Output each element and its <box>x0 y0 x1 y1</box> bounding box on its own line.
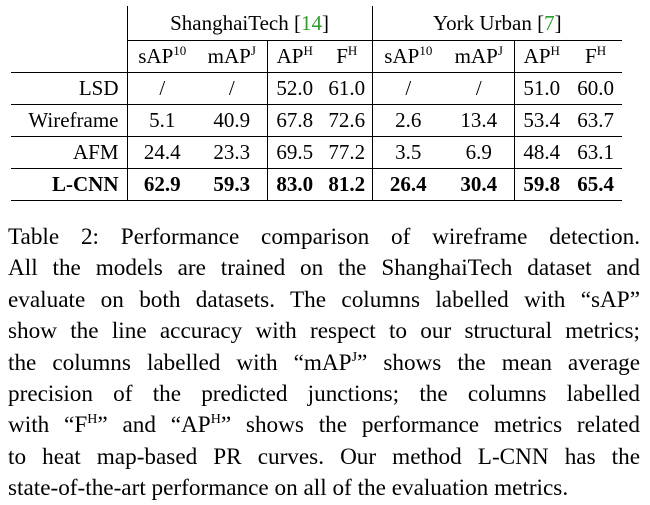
caption-line: precision of the predicted junctions; th… <box>8 381 640 408</box>
table-cell: / <box>197 72 267 105</box>
method-name: L-CNN <box>11 168 127 201</box>
table-cell: 23.3 <box>197 136 267 169</box>
metric-header: FH <box>322 40 373 73</box>
table-cell: 30.4 <box>444 168 515 201</box>
group-name: ShanghaiTech <box>170 10 289 35</box>
table-cell: 67.8 <box>266 104 322 137</box>
caption-line: the columns labelled with “mAPJ” shows t… <box>8 349 641 376</box>
table-cell: 62.9 <box>126 168 197 201</box>
table-cell: / <box>444 72 515 105</box>
table-caption: Table 2: Performance comparison of wiref… <box>8 222 640 505</box>
method-name: LSD <box>11 72 127 105</box>
caption-line: with “FH” and “APH” shows the performanc… <box>8 412 640 439</box>
corner-cell <box>11 40 127 73</box>
table-cell: 24.4 <box>126 136 197 169</box>
table-cell: 63.1 <box>569 136 623 169</box>
metric-header: mAPJ <box>444 40 515 73</box>
caption-line: show the line accuracy with respect to o… <box>8 318 640 345</box>
table-cell: 77.2 <box>322 136 373 169</box>
table-cell: 48.4 <box>513 136 570 169</box>
corner-cell <box>11 6 127 41</box>
table-cell: 40.9 <box>197 104 267 137</box>
group-header-york-urban: York Urban [7] <box>371 6 623 41</box>
table-cell: 6.9 <box>444 136 515 169</box>
table-cell: 63.7 <box>569 104 623 137</box>
caption-line: state-of-the-art performance on all of t… <box>8 475 569 502</box>
caption-line: Table 2: Performance comparison of wiref… <box>8 224 640 250</box>
table-cell: 26.4 <box>371 168 445 201</box>
citation-link[interactable]: 14 <box>300 10 322 35</box>
table-cell: 65.4 <box>569 168 623 201</box>
table-cell: 59.3 <box>197 168 267 201</box>
metric-header: sAP10 <box>371 40 445 73</box>
table-cell: 53.4 <box>513 104 570 137</box>
table-cell: 5.1 <box>126 104 197 137</box>
table-cell: 59.8 <box>513 168 570 201</box>
metric-header: APH <box>266 40 322 73</box>
table-cell: 81.2 <box>322 168 373 201</box>
table-cell: 69.5 <box>266 136 322 169</box>
metric-header-row: sAP10 mAPJ APH FH sAP10 mAPJ APH FH <box>11 40 623 73</box>
caption-line: to heat map-based PR curves. Our method … <box>8 443 640 470</box>
table-cell: 51.0 <box>513 72 570 105</box>
table-cell: 60.0 <box>569 72 623 105</box>
results-table: ShanghaiTech [14] York Urban [7] sAP10 m… <box>11 6 623 201</box>
table-cell: / <box>126 72 197 105</box>
table-cell: 2.6 <box>371 104 445 137</box>
table-row: LSD / / 52.0 61.0 / / 51.0 60.0 <box>11 72 623 105</box>
method-name: AFM <box>11 136 127 169</box>
table-cell: 61.0 <box>322 72 373 105</box>
table-row: Wireframe 5.1 40.9 67.8 72.6 2.6 13.4 53… <box>11 104 623 137</box>
method-name: Wireframe <box>11 104 127 137</box>
metric-header: APH <box>513 40 570 73</box>
caption-line: All the models are trained on the Shangh… <box>8 255 640 282</box>
citation-link[interactable]: 7 <box>544 10 555 35</box>
group-header-shanghaitech: ShanghaiTech [14] <box>126 6 373 41</box>
metric-header: FH <box>569 40 623 73</box>
group-name: York Urban <box>433 10 532 35</box>
table-row-best: L-CNN 62.9 59.3 83.0 81.2 26.4 30.4 59.8… <box>11 168 623 201</box>
caption-line: evaluate on both datasets. The columns l… <box>8 286 640 313</box>
group-header-row: ShanghaiTech [14] York Urban [7] <box>11 6 623 41</box>
table-cell: 52.0 <box>266 72 322 105</box>
results-table-container: ShanghaiTech [14] York Urban [7] sAP10 m… <box>11 6 623 201</box>
metric-header: sAP10 <box>126 40 197 73</box>
table-row: AFM 24.4 23.3 69.5 77.2 3.5 6.9 48.4 63.… <box>11 136 623 169</box>
table-cell: 3.5 <box>371 136 445 169</box>
table-cell: / <box>371 72 445 105</box>
table-cell: 72.6 <box>322 104 373 137</box>
table-cell: 83.0 <box>266 168 322 201</box>
metric-header: mAPJ <box>197 40 267 73</box>
table-cell: 13.4 <box>444 104 515 137</box>
